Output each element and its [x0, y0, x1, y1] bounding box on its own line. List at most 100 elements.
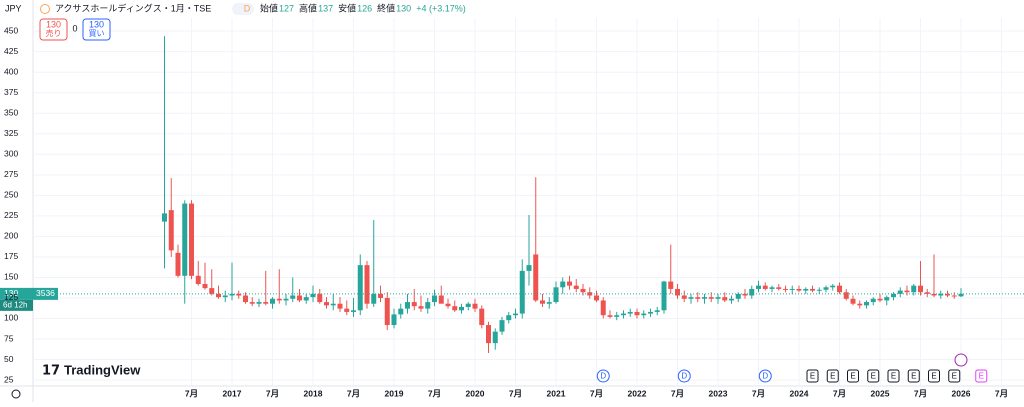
candle-body	[472, 303, 478, 309]
ohlc-label: 高値	[299, 2, 317, 13]
event-label[interactable]: E	[931, 372, 936, 381]
candle-body	[506, 315, 512, 321]
candle-body	[567, 281, 572, 286]
x-tick-label: 2024	[790, 388, 809, 398]
x-tick-label: 2023	[709, 388, 728, 398]
candle-body	[465, 303, 471, 308]
event-marker	[826, 369, 839, 383]
x-tick-label: 7月	[428, 388, 441, 398]
x-tick-label: 2018	[304, 388, 323, 398]
event-label[interactable]: E	[810, 372, 815, 381]
candle-body	[445, 303, 451, 307]
candle-body	[681, 295, 687, 299]
candle-body	[479, 308, 485, 326]
event-label[interactable]: D	[762, 372, 768, 381]
candle-body	[715, 297, 721, 299]
x-tick-label: 2021	[547, 388, 566, 398]
logo: TradingView	[64, 362, 141, 377]
settings-icon[interactable]	[11, 389, 21, 399]
candle-body	[486, 325, 491, 344]
currency[interactable]: JPY	[5, 3, 22, 13]
event-marker	[677, 369, 691, 383]
candle-body	[432, 295, 437, 303]
candle-body	[904, 290, 910, 293]
ohlc-label: 終値	[377, 2, 395, 13]
y-tick-label: 375	[4, 87, 18, 97]
event-marker	[847, 369, 859, 383]
symbol: アクサスホールディングス・1月・TSE	[55, 2, 211, 13]
event-label[interactable]: E	[911, 372, 916, 381]
event-marker	[758, 369, 772, 383]
y-tick-label: 25	[4, 374, 14, 384]
candle-body	[398, 308, 404, 315]
candle-body	[526, 265, 532, 271]
x-tick-label: 2019	[385, 388, 404, 398]
candle-body	[789, 288, 795, 290]
event-marker	[596, 369, 610, 383]
event-label[interactable]: E	[830, 372, 835, 381]
candle-body	[540, 300, 545, 304]
buy-button[interactable]	[82, 18, 111, 41]
candle-body	[776, 287, 782, 289]
event-label[interactable]: E	[871, 372, 876, 381]
event-label[interactable]: E	[850, 372, 855, 381]
candle-body	[560, 281, 566, 288]
y-tick-label: 50	[4, 354, 14, 364]
candle-body	[256, 302, 262, 304]
candle-body	[378, 293, 383, 298]
sell-button[interactable]	[39, 18, 68, 41]
candle-body	[222, 295, 228, 298]
y-tick-label: 175	[4, 251, 18, 261]
event-marker	[867, 369, 880, 383]
candle-body	[938, 293, 944, 296]
y-tick-label: 400	[4, 66, 18, 76]
candle-body	[344, 308, 350, 312]
candle-body	[573, 285, 579, 289]
candle-body	[195, 275, 201, 285]
candle-body	[317, 293, 323, 303]
candle-body	[634, 311, 640, 316]
event-label[interactable]: E	[891, 372, 896, 381]
candle-body	[425, 302, 431, 309]
candle-body	[924, 292, 930, 294]
event-marker	[907, 369, 920, 383]
candle-body	[675, 288, 680, 296]
event-label[interactable]: D	[600, 372, 606, 381]
y-tick-label: 100	[4, 313, 18, 323]
event-label[interactable]: E	[952, 372, 957, 381]
candle-body	[182, 203, 188, 276]
ohlc-value: 126	[357, 3, 372, 13]
ohlc-label: 安値	[338, 2, 356, 13]
candle-body	[175, 252, 181, 276]
candle-body	[189, 203, 194, 276]
event-label[interactable]: D	[681, 372, 687, 381]
spread: 0	[72, 23, 77, 33]
y-tick-label: 325	[4, 128, 18, 138]
y-tick-label: 425	[4, 46, 18, 56]
candle-body	[513, 313, 518, 316]
candle-body	[641, 313, 647, 316]
candle-body	[688, 297, 694, 299]
event-marker	[948, 369, 961, 383]
x-tick-label: 7月	[914, 388, 927, 398]
candle-body	[168, 210, 174, 251]
split-icon	[954, 353, 968, 367]
event-marker	[928, 369, 940, 383]
candle-body	[627, 311, 633, 314]
candle-body	[769, 287, 775, 289]
x-tick-label: 2025	[871, 388, 890, 398]
candle-body	[958, 293, 964, 297]
countdown: 6d 12h	[3, 300, 27, 309]
candle-body	[283, 298, 289, 301]
event-label[interactable]: E	[979, 372, 984, 381]
y-tick-label: 300	[4, 149, 18, 159]
candle-body	[519, 270, 525, 314]
candle-body	[546, 302, 552, 304]
buy-price: 130	[89, 19, 104, 29]
candle-body	[249, 302, 255, 304]
candle-body	[742, 293, 748, 296]
event-marker	[806, 369, 819, 383]
candle-body	[492, 331, 498, 344]
